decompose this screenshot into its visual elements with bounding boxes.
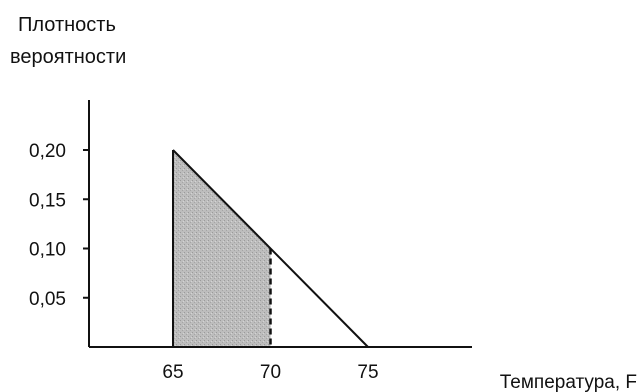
y-axis-label-line-2: вероятности	[10, 46, 126, 68]
y-tick-label-3: 0,05	[29, 289, 66, 310]
shaded-region	[173, 150, 271, 347]
plot-area: 0,20 0,15 0,10 0,05 65 70 75	[29, 100, 472, 383]
x-tick-label-2: 75	[357, 362, 378, 383]
y-axis-label-line-1: Плотность	[18, 14, 116, 36]
x-tick-label-0: 65	[162, 362, 183, 383]
y-tick-label-0: 0,20	[29, 141, 66, 162]
x-axis-label: Температура, F	[500, 372, 637, 392]
y-tick-label-2: 0,10	[29, 240, 66, 261]
y-tick-label-1: 0,15	[29, 190, 66, 211]
x-tick-label-1: 70	[260, 362, 281, 383]
